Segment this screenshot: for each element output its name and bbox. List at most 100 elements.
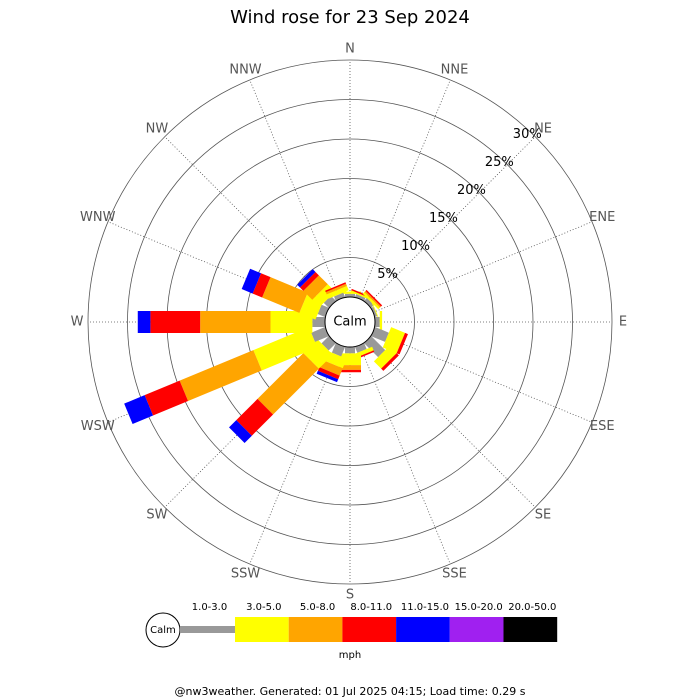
spoke [372,221,593,313]
ring [87,59,613,585]
footnote: @nw3weather. Generated: 01 Jul 2025 04:1… [175,685,526,698]
wind-segment [270,311,313,333]
wind-segment [312,317,325,327]
direction-label: S [346,588,354,603]
wind-segment [371,326,389,342]
wind-segment [316,370,339,383]
legend-label: 11.0-15.0 [401,602,449,613]
direction-label: WNW [80,210,116,225]
spoke [367,339,536,508]
wind-segment [345,293,355,297]
legend-swatch [342,617,397,642]
spoke [249,344,341,565]
direction-label: NE [534,121,552,136]
ring [127,99,573,545]
wind-segment [379,311,383,333]
direction-label: SW [146,508,167,523]
legend-swatch [396,617,450,642]
wind-segment [200,311,271,333]
wind-segment [364,297,375,308]
wind-segment [241,268,262,294]
spoke [359,344,451,565]
legend-swatch [503,617,558,642]
wind-segment [252,273,271,298]
ring-label: 10% [401,239,430,254]
wind-segment [365,289,383,307]
wind-segment [262,277,308,313]
wind-segment [325,283,347,295]
ring-label: 5% [377,267,398,282]
wind-segment [371,301,381,322]
wind-segment [350,290,372,301]
direction-label: WSW [81,419,115,434]
wind-segment [303,275,328,300]
wind-segment [334,292,346,301]
wind-segment [179,350,262,401]
ring-label: 20% [457,183,486,198]
legend: Calm mph 1.0-3.0 3.0-5.0 5.0-8.0 8.0-11.0 11… [145,602,558,661]
legend-swatch [235,617,289,642]
wind-segment [299,271,319,291]
wind-segment [354,294,366,301]
wind-segment [124,395,154,424]
ring-label: 25% [485,155,514,170]
direction-label: W [71,315,84,330]
direction-label: NNE [441,62,469,77]
ring-label: 30% [513,127,542,142]
wind-segment [257,353,319,415]
direction-label: NNW [229,62,261,77]
spoke [359,79,451,300]
ring-label: 15% [429,211,458,226]
legend-label: 1.0-3.0 [192,602,227,613]
wind-segment [381,353,399,371]
wind-segment [297,269,316,288]
calm-label: Calm [333,315,366,330]
wind-segment [150,311,201,333]
wind-segment [371,306,378,318]
wind-segment [331,343,346,357]
wind-segment [236,398,274,436]
wind-segment [326,285,349,299]
spoke [249,79,341,300]
legend-swatch [449,617,504,642]
wind-segment [144,380,189,416]
legend-label: 15.0-20.0 [455,602,503,613]
wind-segment [364,290,382,308]
legend-calm-label: Calm [150,625,176,636]
direction-label: E [619,315,627,330]
wind-segment [375,317,380,327]
calm-circle [324,296,376,348]
direction-label: SSW [231,567,261,582]
wind-segment [229,420,252,443]
wind-segment [345,347,355,354]
direction-label: SE [535,508,551,523]
chart-title: Wind rose for 23 Sep 2024 [230,7,470,28]
wind-segment [323,295,336,308]
spoke [372,331,593,423]
legend-swatch [180,626,235,633]
legend-label: 5.0-8.0 [300,602,335,613]
direction-label: ENE [589,210,615,225]
wind-segment [339,365,361,370]
legend-unit: mph [339,650,361,661]
spoke [367,136,536,305]
wind-segment [253,327,318,371]
wind-segment [137,311,151,333]
bars [124,268,408,443]
wind-segment [396,332,408,355]
wind-segment [354,343,367,353]
wind-segment [311,326,329,342]
wind-segment [362,292,380,310]
wind-segment [319,359,343,376]
legend-label: 3.0-5.0 [246,602,281,613]
direction-label: SSE [442,567,467,582]
wind-segment [373,345,397,369]
direction-label: ESE [590,419,615,434]
spoke [164,136,333,305]
wind-segment [317,367,340,380]
direction-label: NW [146,121,169,136]
legend-label: 8.0-11.0 [350,602,392,613]
wind-segment [364,336,386,358]
wind-segment [339,369,361,373]
